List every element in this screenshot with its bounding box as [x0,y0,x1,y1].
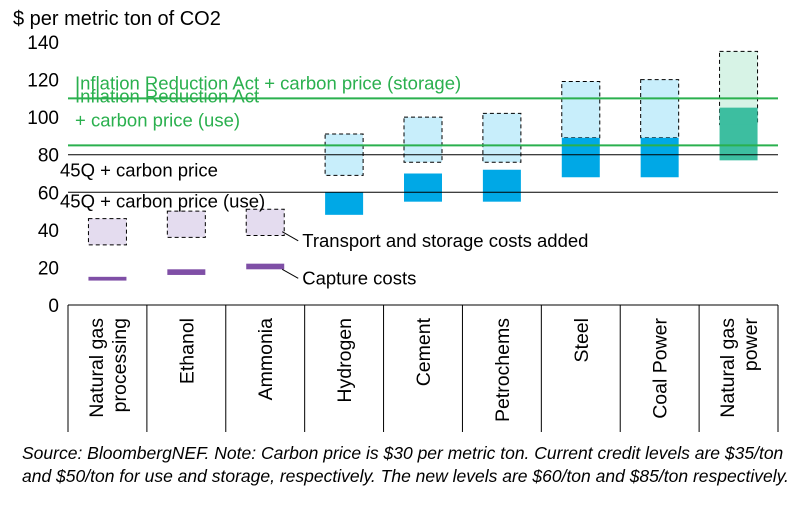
reference-line-label: 45Q + carbon price (use) [60,190,265,211]
reference-lines: Inflation Reduction Act + carbon price (… [60,72,778,211]
category-label: Ethanol [176,318,198,384]
transport-storage-box [403,116,443,163]
category-label: Hydrogen [334,318,356,403]
y-tick-label: 80 [38,146,59,167]
transport-storage-box [87,218,127,246]
reference-line-label: + carbon price (use) [75,109,240,130]
category-label: Cement [413,317,435,386]
axes [67,304,779,432]
y-tick-label: 40 [38,221,59,242]
category-label: power [740,318,762,372]
capture-cost-bar [167,269,206,275]
capture-cost-bar [561,137,600,178]
y-tick-label: 100 [27,108,59,129]
transport-storage-box [166,210,206,238]
transport-storage-box [482,112,522,163]
category-label: Natural gas [86,318,108,418]
annotation-label: Transport and storage costs added [302,230,588,251]
capture-cost-bar [246,263,285,270]
capture-cost-bar [325,192,364,215]
category-label: Natural gas [717,318,739,418]
source-note: Source: BloombergNEF. Note: Carbon price… [22,443,789,486]
transport-storage-box [640,79,680,139]
capture-cost-bar [640,137,679,178]
capture-cost-bar [88,276,127,281]
reference-line-label: Inflation Reduction Act [75,85,259,106]
y-tick-label: 20 [38,258,59,279]
y-tick-label: 60 [38,183,59,204]
y-tick-label: 120 [27,71,59,92]
category-label: Steel [571,318,593,362]
chart: $ per metric ton of CO2 0 20 40 60 80 100 120 1… [13,8,779,432]
overlap-segment [719,107,758,125]
category-label: processing [109,318,131,412]
annotation-leader [281,268,299,279]
x-axis-labels: Natural gas processing Ethanol Ammonia Hydro… [86,317,762,422]
reference-line-label: 45Q + carbon price [60,160,218,181]
y-axis-title: $ per metric ton of CO2 [13,8,221,30]
overlap-bars [719,107,758,125]
y-tick-label: 0 [48,296,59,317]
category-label: Petrochems [492,318,514,422]
reference-line-label: Inflation Reduction Act + carbon price (… [75,72,461,93]
annotation-leader [281,231,299,242]
capture-cost-bar [482,169,521,202]
annotation-label: Capture costs [302,267,416,288]
transport-storage-box [245,208,285,236]
y-tick-label: 140 [27,33,59,54]
capture-cost-bar [404,173,442,202]
y-axis-ticks: 0 20 40 60 80 100 120 140 [27,33,59,317]
annotations: Transport and storage costs added Capture… [281,230,588,288]
transport-storage-box [561,80,601,139]
category-label: Coal Power [650,317,672,418]
category-label: Ammonia [255,318,277,401]
